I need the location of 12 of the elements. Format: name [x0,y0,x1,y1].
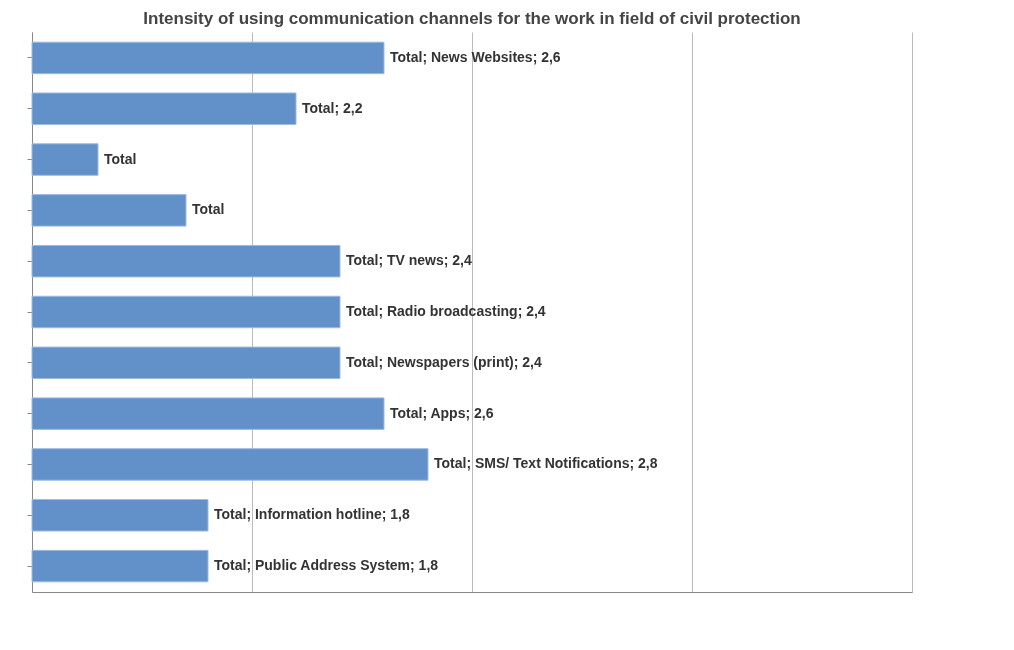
data-label: Total; 2,2 [302,99,363,116]
data-label: Total; Public Address System; 1,8 [214,557,439,574]
data-label: Total; SMS/ Text Notifications; 2,8 [434,455,658,472]
data-label: Total; Newspapers (print); 2,4 [346,353,542,370]
data-label: Total; Information hotline; 1,8 [214,506,410,523]
chart-title: Intensity of using communication channels for the work in field of civil protection [143,9,801,28]
data-label: Total [192,201,225,218]
data-label: Total [104,150,137,167]
data-label: Total; Apps; 2,6 [390,404,494,421]
data-label: Total; Radio broadcasting; 2,4 [346,303,546,319]
data-label: Total; TV news; 2,4 [346,252,472,269]
data-label: Total; News Websites; 2,6 [390,48,561,65]
